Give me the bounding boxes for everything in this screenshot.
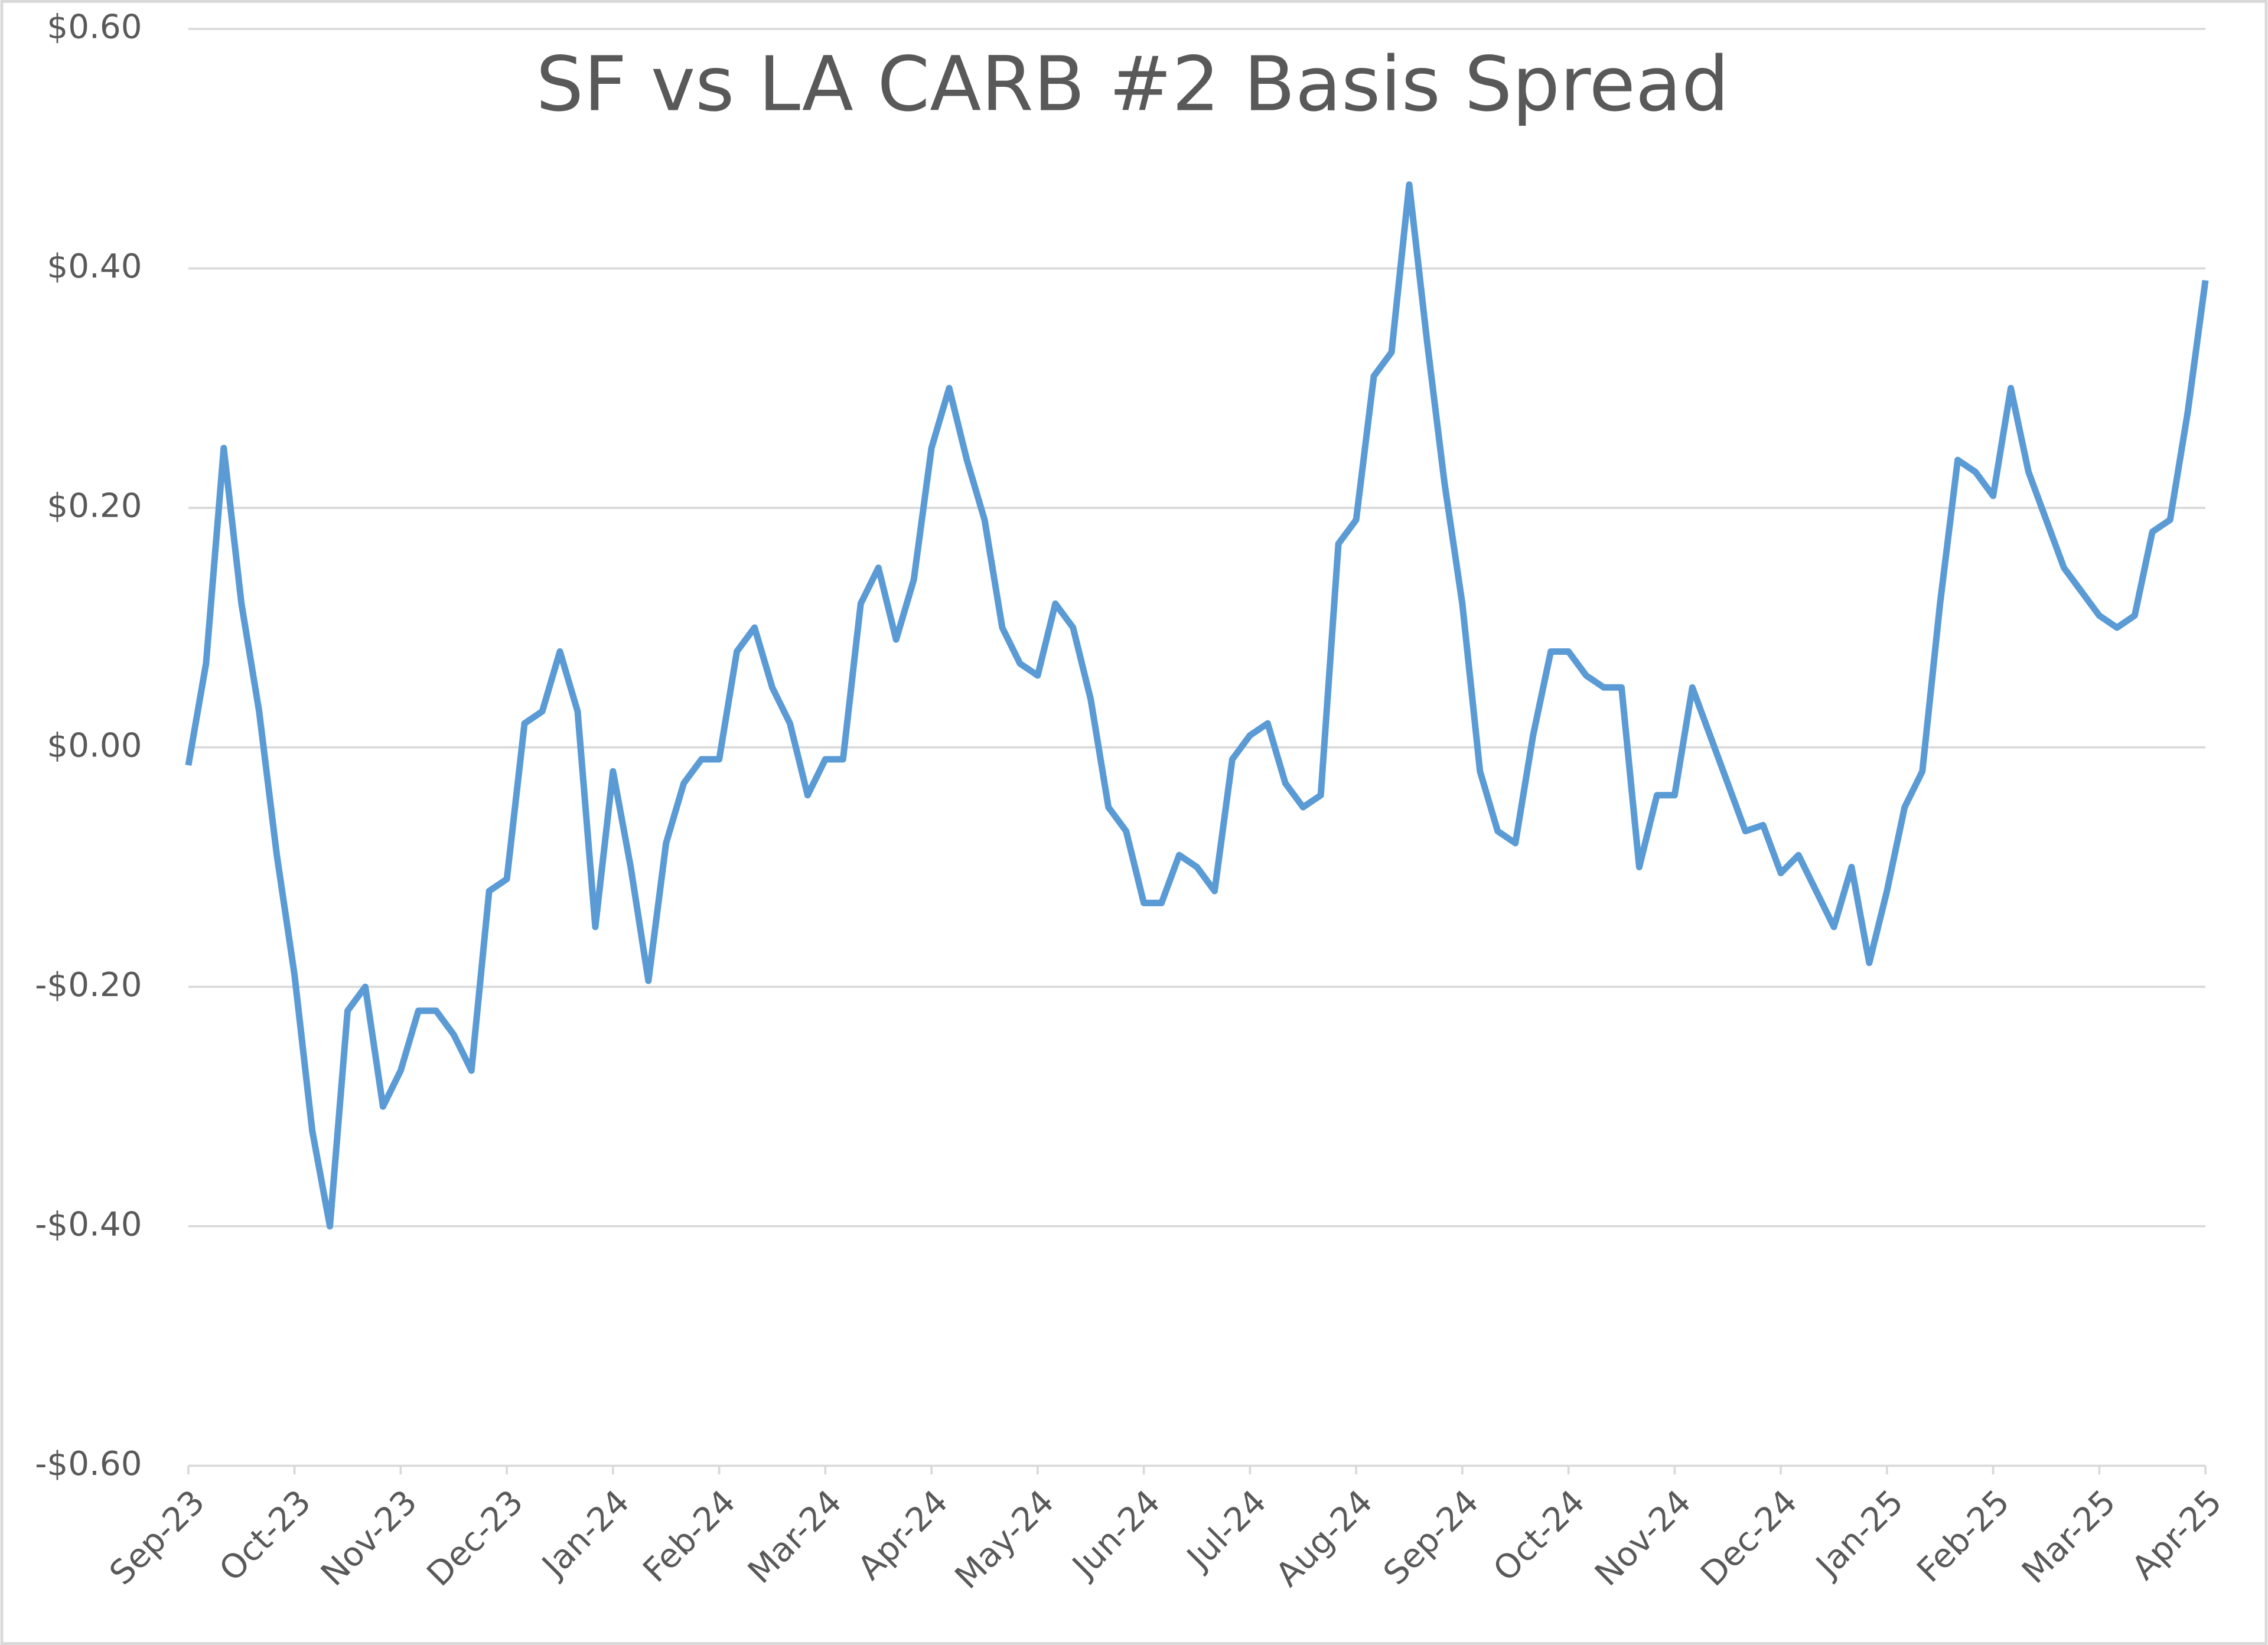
y-tick-label: $0.20: [47, 487, 142, 526]
y-tick-label: -$0.20: [35, 966, 142, 1004]
y-tick-label: -$0.40: [35, 1205, 142, 1243]
y-tick-label: $0.40: [47, 247, 142, 286]
data-line: [185, 181, 2209, 1230]
chart-title: SF vs LA CARB #2 Basis Spread: [536, 41, 1729, 128]
y-tick-label: $0.00: [47, 726, 142, 765]
y-tick-label: -$0.60: [35, 1445, 142, 1483]
y-tick-label: $0.60: [47, 8, 142, 47]
